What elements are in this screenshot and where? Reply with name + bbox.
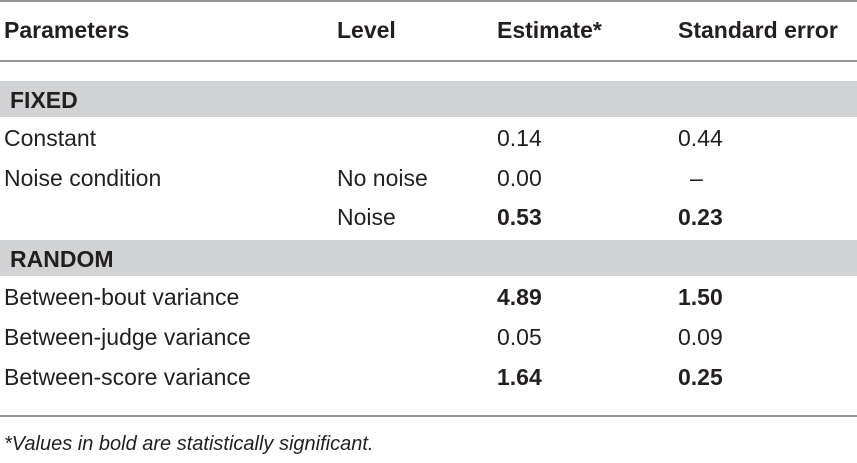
row-level: Noise (337, 204, 396, 230)
section-random: RANDOM (0, 240, 857, 276)
row-level: No noise (337, 165, 428, 191)
row-standard-error: 0.09 (678, 324, 723, 350)
section-fixed-label: FIXED (10, 87, 78, 113)
row-parameter: Between-score variance (4, 364, 251, 390)
row-standard-error: 1.50 (678, 284, 723, 310)
row-parameter: Noise condition (4, 165, 162, 191)
row-parameter: Constant (4, 125, 97, 151)
row-estimate: 0.53 (497, 204, 542, 230)
table-row: Between-judge variance 0.05 0.09 (0, 316, 857, 356)
row-parameter: Between-bout variance (4, 284, 240, 310)
table-row: Constant 0.14 0.44 (0, 117, 857, 157)
table-row: Between-score variance 1.64 0.25 (0, 356, 857, 396)
row-standard-error: 0.23 (678, 204, 723, 230)
row-standard-error: 0.25 (678, 364, 723, 390)
table-footnote: *Values in bold are statistically signif… (4, 433, 374, 455)
table-header-rule (0, 60, 857, 62)
header-parameters: Parameters (4, 17, 130, 43)
header-standard-error: Standard error (678, 17, 838, 43)
header-level: Level (337, 17, 396, 43)
row-standard-error: 0.44 (678, 125, 723, 151)
row-estimate: 4.89 (497, 284, 542, 310)
row-parameter: Between-judge variance (4, 324, 251, 350)
row-estimate: 1.64 (497, 364, 542, 390)
table-row: Noise condition No noise 0.00 – (0, 157, 857, 197)
table-top-rule (0, 0, 857, 2)
section-fixed: FIXED (0, 81, 857, 117)
row-estimate: 0.05 (497, 324, 542, 350)
section-random-label: RANDOM (10, 246, 114, 272)
table-header-row: Parameters Level Estimate* Standard erro… (0, 0, 857, 60)
row-estimate: 0.00 (497, 165, 542, 191)
table-row: Between-bout variance 4.89 1.50 (0, 276, 857, 316)
row-estimate: 0.14 (497, 125, 542, 151)
table-bottom-rule (0, 415, 857, 417)
header-estimate: Estimate* (497, 17, 602, 43)
results-table: Parameters Level Estimate* Standard erro… (0, 0, 857, 417)
row-standard-error: – (690, 165, 703, 191)
table-row: Noise 0.53 0.23 (0, 196, 857, 236)
